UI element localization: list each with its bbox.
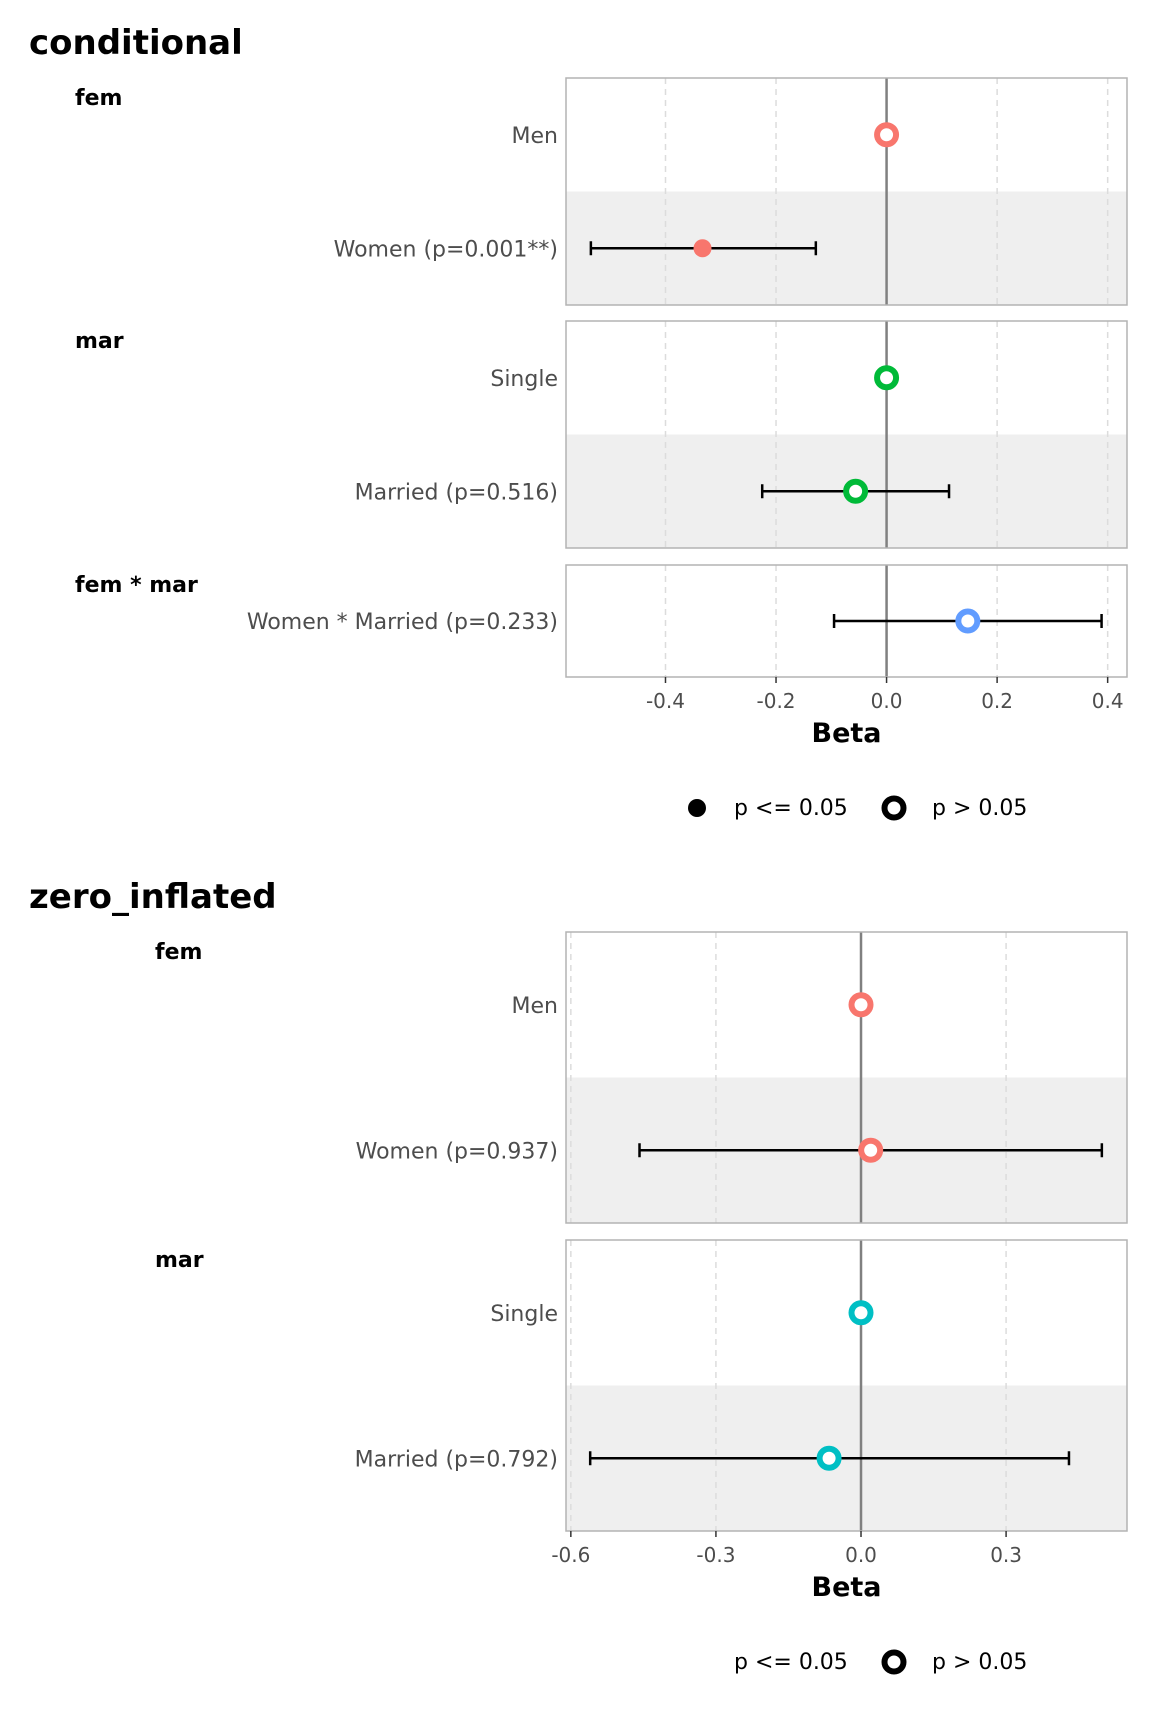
facet-label: fem xyxy=(155,940,202,965)
legend-open-symbol xyxy=(881,1649,907,1675)
row-label: Single xyxy=(490,1302,558,1327)
facet-panel-fem: fem Men Women (p=0.001**) xyxy=(75,77,1128,306)
point-estimate-open xyxy=(848,992,874,1018)
row-label: Married (p=0.516) xyxy=(355,480,558,505)
row-label: Women * Married (p=0.233) xyxy=(247,610,558,635)
x-tick-label: -0.3 xyxy=(696,1543,735,1567)
point-estimate-open xyxy=(874,365,900,391)
facet-label: fem * mar xyxy=(75,573,198,598)
facet-panel-fem: fem Men Women (p=0.937) xyxy=(155,931,1128,1224)
point-estimate-open xyxy=(843,478,869,504)
legend-filled-symbol xyxy=(688,799,706,817)
panel-border xyxy=(565,931,1128,1224)
chart-conditional: conditional fem Men Women (p=0.001**) mar Sin… xyxy=(29,23,1128,821)
x-tick-label: 0.2 xyxy=(981,689,1013,713)
row-label: Men xyxy=(512,124,558,149)
row-label: Women (p=0.937) xyxy=(356,1139,558,1164)
row-label: Women (p=0.001**) xyxy=(334,237,558,262)
facet-panel-mar: mar Single Married (p=0.516) xyxy=(75,320,1128,549)
x-tick-label: 0.0 xyxy=(871,689,903,713)
x-axis-label: Beta xyxy=(811,718,881,749)
legend-label-significant: p <= 0.05 xyxy=(734,1650,848,1675)
x-tick-label: 0.4 xyxy=(1092,689,1124,713)
facet-panel-mar: mar Single Married (p=0.792) xyxy=(155,1239,1128,1532)
x-tick-label: -0.2 xyxy=(757,689,796,713)
point-estimate-open xyxy=(955,608,981,634)
legend: p <= 0.05 p > 0.05 xyxy=(688,795,1027,821)
row-band xyxy=(566,78,1127,192)
chart-title: zero_inflated xyxy=(29,877,277,917)
panel-border xyxy=(565,1239,1128,1532)
x-tick-label: -0.6 xyxy=(551,1543,590,1567)
x-tick-label: -0.4 xyxy=(646,689,685,713)
point-estimate-open xyxy=(874,122,900,148)
facet-label: mar xyxy=(75,329,124,354)
legend-label-significant: p <= 0.05 xyxy=(734,796,848,821)
legend-label-nonsignificant: p > 0.05 xyxy=(932,1650,1027,1675)
chart-title: conditional xyxy=(29,23,243,63)
x-tick-label: 0.0 xyxy=(845,1543,877,1567)
facet-label: mar xyxy=(155,1248,204,1273)
legend-label-nonsignificant: p > 0.05 xyxy=(932,796,1027,821)
point-estimate-open xyxy=(816,1445,842,1471)
row-band xyxy=(566,1240,1127,1386)
panel-border xyxy=(565,564,1128,678)
x-axis-label: Beta xyxy=(811,1572,881,1603)
point-estimate-filled xyxy=(693,239,712,258)
facet-label: fem xyxy=(75,86,122,111)
facet-panel-fem-mar: fem * mar Women * Married (p=0.233) xyxy=(75,564,1128,678)
legend: p <= 0.05 p > 0.05 xyxy=(734,1649,1027,1675)
legend-open-symbol xyxy=(881,795,907,821)
row-label: Married (p=0.792) xyxy=(355,1447,558,1472)
row-band xyxy=(566,932,1127,1078)
row-label: Single xyxy=(490,367,558,392)
point-estimate-open xyxy=(848,1300,874,1326)
panel-border xyxy=(565,320,1128,549)
x-tick-label: 0.3 xyxy=(990,1543,1022,1567)
row-label: Men xyxy=(512,994,558,1019)
point-estimate-open xyxy=(858,1137,884,1163)
panel-border xyxy=(565,77,1128,306)
row-band xyxy=(566,321,1127,435)
